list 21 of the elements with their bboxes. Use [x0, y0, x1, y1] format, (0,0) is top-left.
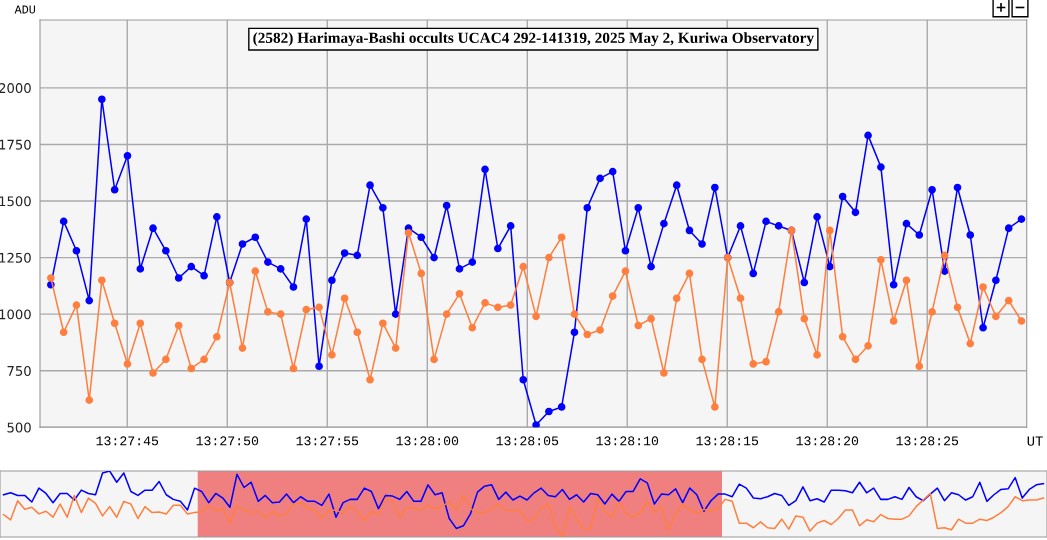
x-tick-label: 13:27:45	[96, 436, 159, 446]
x-tick-label: 13:28:20	[796, 436, 859, 446]
x-tick-label: 13:27:50	[196, 436, 259, 446]
x-tick-label: 13:28:25	[896, 436, 959, 446]
y-tick-label: 750	[7, 365, 31, 376]
x-tick-label: 13:28:05	[496, 436, 559, 446]
text: (2582) Harimaya-Bashi occults UCAC4 292-141319, 2025 May 2, Kuriwa Observatory	[253, 32, 814, 47]
y-tick-label: 1500	[0, 196, 31, 207]
text: +	[996, 3, 1006, 12]
y-tick-label: 1000	[0, 309, 31, 320]
y-tick-label: 1250	[0, 252, 31, 263]
x-tick-label: 13:27:55	[296, 436, 359, 446]
y-tick-label: 1750	[0, 139, 31, 150]
y-tick-label: 2000	[0, 83, 31, 94]
y-axis-title: ADU	[14, 5, 35, 14]
x-tick-label: 13:28:00	[396, 436, 459, 446]
x-axis-title: UT	[1027, 436, 1043, 446]
text: −	[1015, 6, 1025, 9]
x-tick-label: 13:28:10	[596, 436, 659, 446]
x-tick-label: 13:28:15	[696, 436, 759, 446]
y-tick-label: 500	[7, 422, 31, 433]
